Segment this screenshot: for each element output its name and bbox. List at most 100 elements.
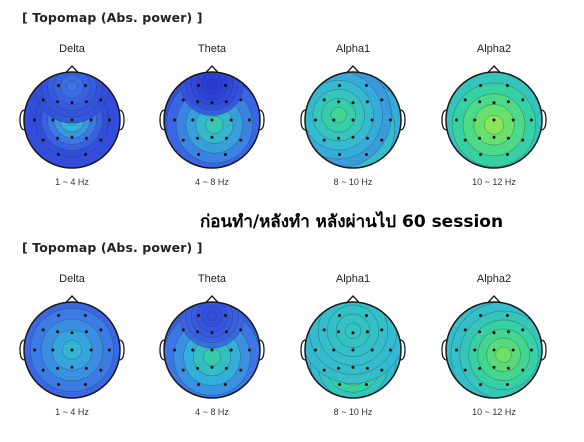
contour-1-1 — [305, 72, 383, 160]
nose — [64, 65, 80, 74]
electrode-dot — [181, 328, 185, 332]
electrode-dot — [239, 98, 243, 102]
electrode-dot — [479, 153, 483, 157]
nose — [486, 295, 502, 304]
electrode-dot — [210, 348, 214, 352]
electrode-dot — [41, 328, 45, 332]
contour-1-5 — [206, 78, 218, 90]
electrode-dot — [33, 118, 37, 122]
contour-2-3 — [53, 72, 91, 105]
electrode-dot — [370, 118, 374, 122]
electrode-dot — [247, 118, 251, 122]
electrode-dot — [191, 348, 195, 352]
electrode-dot — [223, 383, 227, 387]
head-map — [19, 65, 125, 169]
hotspot-1-band-5 — [207, 311, 217, 322]
electrode-dot — [41, 368, 45, 372]
electrode-dot — [223, 83, 227, 87]
head-map — [441, 295, 547, 399]
electrode-dot — [70, 101, 74, 105]
electrode-dot — [89, 348, 93, 352]
frequency-range: 1 ~ 4 Hz — [55, 177, 89, 187]
electrode-dot — [210, 118, 214, 122]
electrode-dot — [365, 366, 369, 370]
electrode-dot — [57, 313, 61, 317]
electrode-dot — [505, 383, 509, 387]
electrode-dot — [51, 118, 55, 122]
electrode-dot — [229, 348, 233, 352]
contour-1-5 — [206, 311, 218, 322]
electrode-dot — [191, 118, 195, 122]
head-outline — [23, 301, 121, 399]
ear-left — [159, 109, 166, 131]
electrode-dot — [89, 118, 93, 122]
electrode-dot — [478, 330, 482, 334]
ear-right — [540, 109, 547, 131]
electrode-dot — [505, 313, 509, 317]
contour-2-4 — [59, 74, 85, 99]
section-title-before: [ Topomap (Abs. power) ] — [22, 10, 203, 25]
electrode-dot — [322, 368, 326, 372]
contour-1-5 — [495, 346, 512, 363]
electrode-dot — [322, 98, 326, 102]
electrode-dot — [56, 136, 60, 140]
electrode-dot — [196, 136, 200, 140]
ear-left — [441, 339, 448, 361]
electrode-dot — [338, 153, 342, 157]
electrode-dot — [506, 330, 510, 334]
electrode-dot — [332, 118, 336, 122]
topomap-theta: Theta 4 ~ 8 Hz — [142, 42, 282, 202]
electrode-dot — [473, 118, 477, 122]
electrode-dot — [463, 98, 467, 102]
electrode-dot — [196, 366, 200, 370]
electrode-dot — [365, 136, 369, 140]
contour-1-3 — [477, 328, 530, 381]
ear-right — [258, 339, 265, 361]
electrode-dot — [337, 100, 341, 104]
electrode-dot — [338, 313, 342, 317]
head-map — [441, 65, 547, 169]
head-outline — [304, 301, 402, 399]
electrode-dot — [314, 348, 318, 352]
electrode-dot — [506, 100, 510, 104]
head-map — [300, 65, 406, 169]
contour-1-3 — [462, 93, 526, 157]
ear-left — [159, 339, 166, 361]
topomap-theta: Theta 4 ~ 8 Hz — [142, 272, 282, 432]
electrode-dot — [388, 348, 392, 352]
electrode-dot — [351, 348, 355, 352]
electrode-dot — [463, 328, 467, 332]
topomap-row-before: Delta 1 ~ 4 Hz Theta 4 ~ 8 Hz Alpha1 8 ~ 10 H… — [0, 42, 584, 212]
electrode-dot — [196, 100, 200, 104]
electrode-dot — [70, 365, 74, 369]
electrode-dot — [338, 83, 342, 87]
electrode-dot — [492, 365, 496, 369]
topomap-alpha1: Alpha1 8 ~ 10 Hz — [283, 272, 423, 432]
frequency-range: 1 ~ 4 Hz — [55, 407, 89, 417]
electrode-dot — [210, 331, 214, 335]
electrode-dot — [370, 348, 374, 352]
electrode-dot — [351, 118, 355, 122]
electrode-dot — [322, 328, 326, 332]
frequency-range: 8 ~ 10 Hz — [333, 177, 373, 187]
electrode-dot — [380, 98, 384, 102]
electrode-dot — [84, 136, 88, 140]
electrode-dot — [224, 330, 228, 334]
band-label: Delta — [59, 273, 85, 285]
electrode-dot — [41, 98, 45, 102]
electrode-dot — [478, 136, 482, 140]
contour-0-5 — [205, 115, 224, 134]
electrode-dot — [224, 100, 228, 104]
electrode-dot — [478, 100, 482, 104]
head-outline — [163, 71, 261, 169]
contour-2-2 — [29, 307, 115, 393]
electrode-dot — [247, 348, 251, 352]
ear-left — [300, 339, 307, 361]
topomap-row-after: Delta 1 ~ 4 Hz Theta 4 ~ 8 Hz Alpha1 8 ~ 10 H… — [0, 272, 584, 442]
electrode-dot — [181, 368, 185, 372]
head-map — [159, 295, 265, 399]
contour-1-5 — [484, 115, 504, 135]
head-map — [19, 295, 125, 399]
contour-2-5 — [66, 80, 78, 93]
electrode-dot — [380, 328, 384, 332]
